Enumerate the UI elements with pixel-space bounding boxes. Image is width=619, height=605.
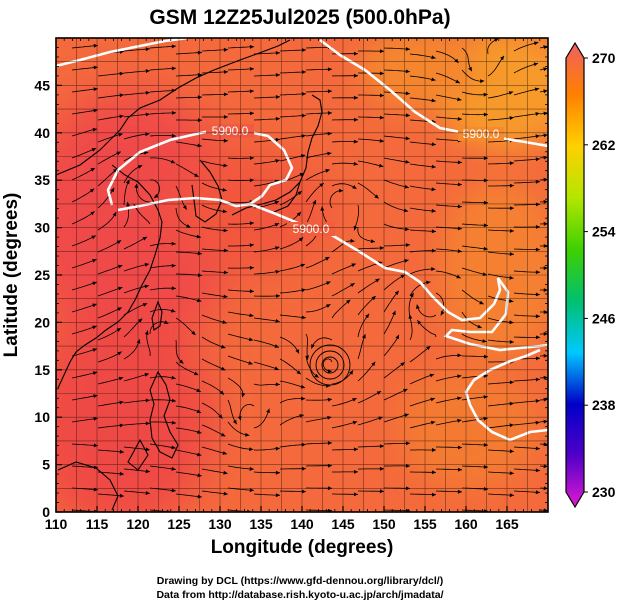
coastline-korea	[191, 159, 223, 223]
wind-streamlines	[71, 38, 548, 512]
x-tick-label: 140	[290, 516, 314, 532]
colorbar-tick-label: 254	[592, 224, 616, 240]
y-tick-label: 10	[34, 409, 50, 425]
contour-label-bg-1	[206, 124, 254, 138]
credit-line-drawing: Drawing by DCL (https://www.gfd-dennou.o…	[157, 575, 443, 587]
y-tick-label: 0	[42, 504, 50, 520]
x-tick-label: 145	[331, 516, 355, 532]
y-axis-label: Latitude (degrees)	[1, 193, 22, 358]
coastlines	[56, 39, 323, 511]
typhoon-circulation-ring	[315, 350, 345, 380]
x-tick-label: 165	[495, 516, 519, 532]
x-tick-label: 150	[372, 516, 396, 532]
temperature-field: 5900.0 5900.0 5900.0	[56, 38, 548, 512]
x-tick-label: 125	[167, 516, 191, 532]
y-tick-label: 25	[34, 267, 50, 283]
colorbar-tick-label: 238	[592, 397, 616, 413]
y-tick-label: 45	[34, 77, 50, 93]
x-tick-label: 160	[454, 516, 478, 532]
contour-5900-northeast	[319, 38, 548, 148]
contour-label-bg-2	[287, 222, 335, 236]
y-tick-label: 40	[34, 125, 50, 141]
colorbar-tick-label: 262	[592, 137, 616, 153]
colorbar-tick-label: 246	[592, 310, 616, 326]
contour-5900-west	[106, 128, 294, 212]
x-tick-label: 135	[249, 516, 273, 532]
contour-label-2: 5900.0	[293, 222, 330, 236]
coastline-asia-mainland	[56, 39, 291, 389]
cool-region-southeast	[400, 370, 540, 490]
colorbar-ticks: 230 238 246 254 262 270	[584, 50, 616, 500]
warm-region-southwest	[56, 310, 215, 512]
warm-region-west	[56, 90, 240, 350]
contour-label-bg-3	[458, 127, 504, 141]
chart-title: GSM 12Z25Jul2025 (500.0hPa)	[149, 6, 450, 29]
typhoon-circulation-ring	[309, 344, 351, 386]
colorbar-body	[565, 41, 585, 509]
y-tick-label: 15	[34, 362, 50, 378]
y-tick-label: 5	[42, 457, 50, 473]
x-tick-label: 115	[86, 516, 109, 532]
x-axis-label: Longitude (degrees)	[211, 537, 394, 558]
coastline-taiwan	[151, 300, 163, 331]
colorbar-tick-label: 270	[592, 50, 616, 66]
contour-label-3: 5900.0	[463, 127, 500, 141]
x-tick-label: 130	[208, 516, 232, 532]
y-tick-label: 20	[34, 314, 50, 330]
y-tick-label: 30	[34, 220, 50, 236]
contour-5900-north	[56, 38, 189, 68]
coastline-borneo	[57, 461, 119, 511]
y-tick-label: 35	[34, 172, 50, 188]
cool-region-east	[440, 180, 548, 360]
plot-area: 5900.0 5900.0 5900.0 110 115 120 125 130 135 1…	[34, 37, 549, 532]
credit-line-data: Data from http://database.rish.kyoto-u.a…	[156, 589, 443, 601]
y-axis-ticks: 0 5 10 15 20 25 30 35 40 45	[34, 47, 548, 520]
colorbar-tick-label: 230	[592, 484, 616, 500]
contour-label-1: 5900.0	[212, 124, 249, 138]
x-tick-label: 110	[45, 516, 68, 532]
lat-lon-grid	[56, 38, 548, 512]
x-axis-ticks: 110 115 120 125 130 135 140 145 150 155 160 165	[45, 38, 541, 532]
x-tick-label: 155	[413, 516, 437, 532]
x-tick-label: 120	[126, 516, 150, 532]
colorbar: 230 238 246 254 262 270	[565, 41, 616, 509]
typhoon-circulation-ring	[321, 356, 339, 374]
